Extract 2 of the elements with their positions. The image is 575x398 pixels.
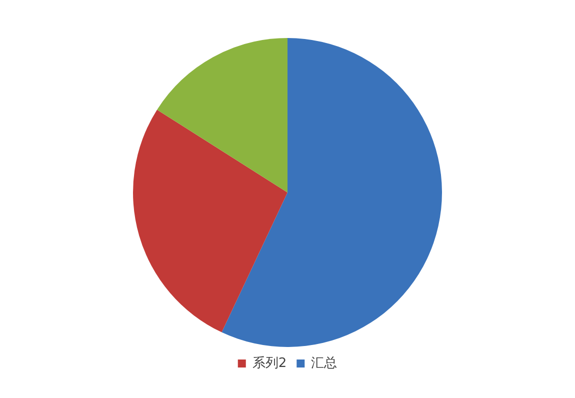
legend-label: 汇总 [311, 356, 338, 371]
legend-label: 系列2 [252, 356, 287, 371]
